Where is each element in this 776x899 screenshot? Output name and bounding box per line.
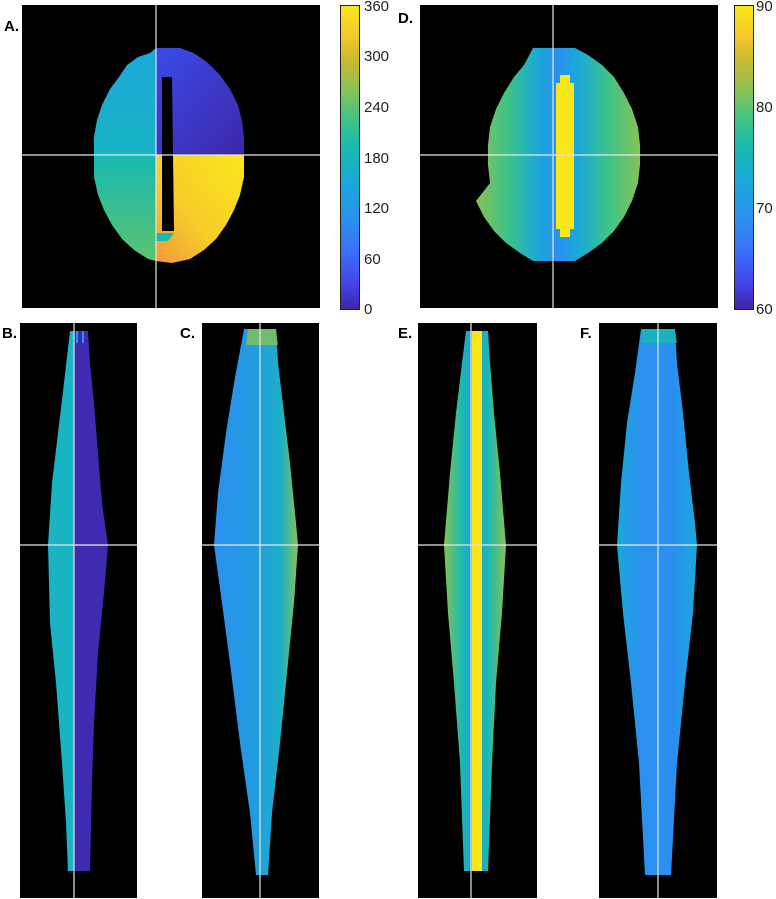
ellipse-quadrant-upper-left bbox=[94, 48, 156, 155]
colorbar-magnitude bbox=[734, 5, 754, 310]
ellipse-quadrant-lower-left bbox=[94, 155, 156, 261]
colorbar-angle-tick-360: 360 bbox=[364, 0, 390, 15]
panel-label-c: C. bbox=[180, 325, 195, 342]
colorbar-magnitude-tick-60: 60 bbox=[756, 301, 773, 318]
spindle-top-cap bbox=[641, 329, 677, 343]
panel-a-axial-map bbox=[22, 5, 320, 308]
colorbar-angle-tick-60: 60 bbox=[364, 251, 381, 268]
panel-label-b: B. bbox=[2, 325, 17, 342]
panel-b-sagittal-map bbox=[20, 323, 137, 898]
panel-d-axial-map bbox=[420, 5, 718, 308]
spindle-top-stripes bbox=[76, 331, 84, 343]
colorbar-angle bbox=[340, 5, 360, 310]
spindle-right-half bbox=[74, 331, 108, 871]
panel-c-coronal-map bbox=[202, 323, 319, 898]
panel-label-e: E. bbox=[398, 325, 413, 342]
colorbar-angle-tick-0: 0 bbox=[364, 301, 373, 318]
colorbar-angle-tick-180: 180 bbox=[364, 150, 390, 167]
center-bar bbox=[472, 331, 482, 871]
center-gap bbox=[162, 77, 174, 231]
panel-label-d: D. bbox=[398, 10, 413, 27]
colorbar-magnitude-tick-90: 90 bbox=[756, 0, 773, 15]
colorbar-angle-tick-120: 120 bbox=[364, 200, 390, 217]
spindle-top-cap bbox=[246, 329, 278, 345]
spindle-body bbox=[617, 329, 697, 875]
panel-f-coronal-map bbox=[599, 323, 717, 898]
spindle-left-half bbox=[48, 331, 74, 871]
panel-label-f: F. bbox=[580, 325, 592, 342]
panel-e-sagittal-map bbox=[418, 323, 537, 898]
ellipse-quadrant-upper-right bbox=[156, 48, 244, 155]
center-gap-lower-tip bbox=[156, 233, 174, 241]
colorbar-magnitude-tick-70: 70 bbox=[756, 200, 773, 217]
panel-label-a: A. bbox=[4, 18, 19, 35]
spindle-body bbox=[214, 329, 298, 875]
colorbar-angle-tick-300: 300 bbox=[364, 48, 390, 65]
center-bar bbox=[556, 75, 574, 237]
ellipse-quadrant-lower-right bbox=[156, 155, 244, 263]
colorbar-magnitude-tick-80: 80 bbox=[756, 99, 773, 116]
colorbar-angle-tick-240: 240 bbox=[364, 99, 390, 116]
